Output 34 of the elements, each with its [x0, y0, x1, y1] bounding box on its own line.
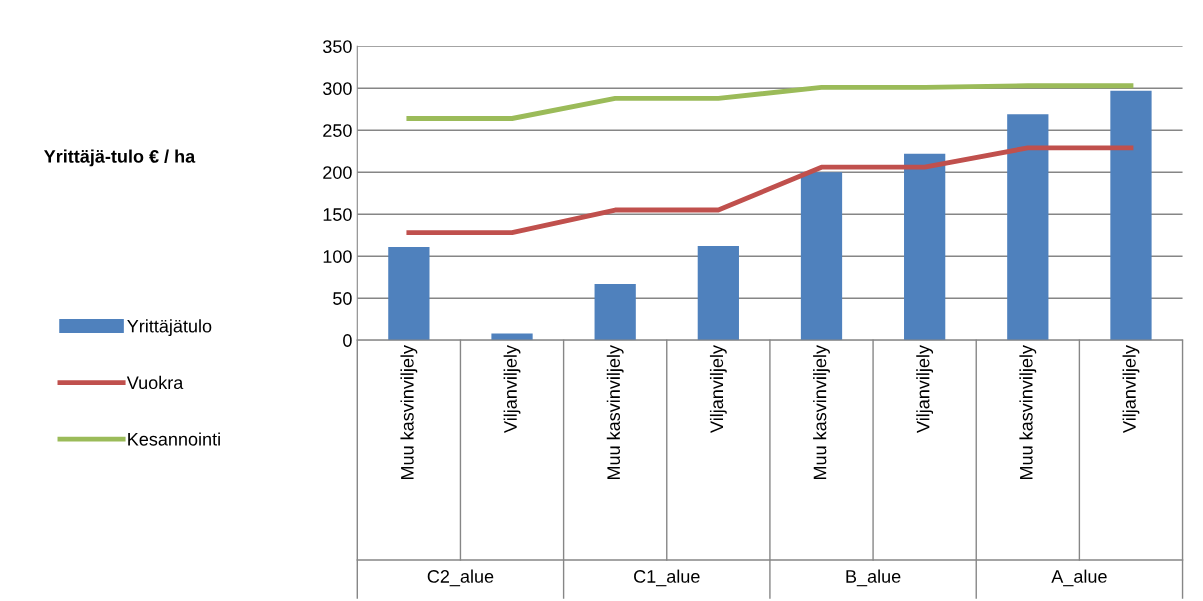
legend-label: Yrittäjätulo: [127, 319, 212, 337]
bar: [1007, 114, 1049, 341]
x-tick-label: Muu kasvinviljely: [813, 345, 830, 479]
bar: [491, 333, 533, 341]
x-tick-label: Viljanviljely: [709, 345, 727, 433]
y-tick-label: 0: [343, 334, 352, 347]
bar: [594, 283, 636, 341]
text: C2_alue: [427, 569, 494, 587]
x-tick-label: Muu kasvinviljely: [400, 345, 418, 479]
x-tick-label: Muu kasvinviljely: [1019, 345, 1037, 479]
y-tick-label: 250: [323, 124, 352, 137]
bar: [388, 246, 430, 341]
bar: [800, 172, 843, 341]
x-tick-label: Muu kasvinviljely: [606, 345, 624, 479]
bar: [697, 246, 739, 341]
text: C1_alue: [634, 569, 700, 587]
legend-label: Vuokra: [126, 375, 184, 390]
y-tick-label: 50: [333, 292, 352, 305]
bar: [904, 153, 946, 341]
x-tick-label: Viljanviljely: [503, 345, 521, 433]
text: A_alue: [1051, 569, 1107, 587]
text: Yrittäjä-tulo € / ha: [44, 149, 196, 167]
y-tick-label: 200: [323, 166, 352, 179]
x-tick-label: Viljanviljely: [1122, 345, 1140, 433]
y-tick-label: 300: [323, 82, 352, 95]
y-tick-label: 100: [323, 250, 352, 263]
text: B_alue: [846, 569, 901, 587]
y-tick-label: 150: [323, 208, 352, 221]
bar: [1110, 90, 1152, 341]
y-tick-label: 350: [323, 40, 352, 53]
line-series: [406, 145, 1134, 236]
legend-label: Kesannointi: [128, 432, 220, 446]
line-series: [406, 83, 1134, 121]
x-tick-label: Viljanviljely: [916, 345, 934, 433]
